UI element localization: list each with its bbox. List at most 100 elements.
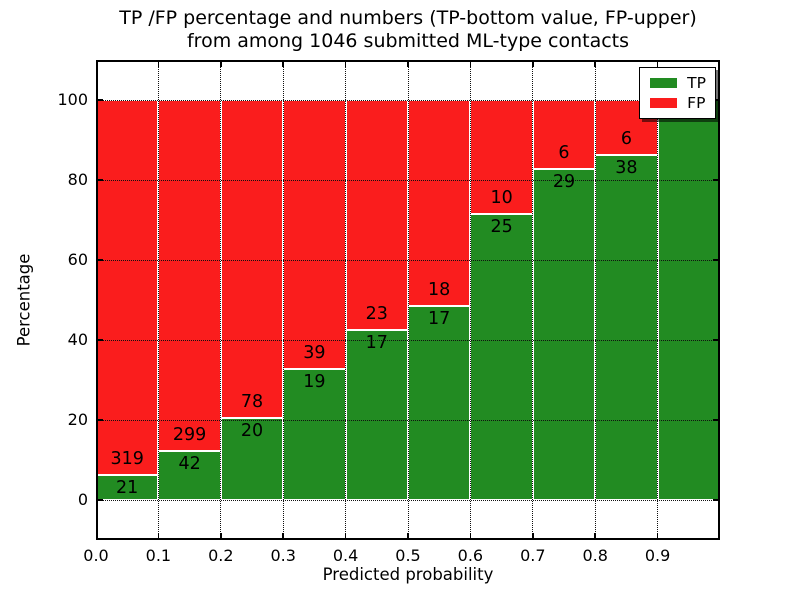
bar-label-fp: 23: [365, 304, 388, 324]
bar-segment-fp: [96, 100, 159, 476]
tick-mark: [220, 533, 222, 538]
bar-segment-fp: [532, 100, 596, 169]
y-tick-label: 80: [67, 170, 88, 189]
tick-mark: [469, 62, 472, 67]
tick-mark: [713, 339, 718, 341]
x-tick-label: 0.1: [145, 546, 172, 565]
tick-mark: [407, 62, 409, 67]
legend-item-fp: FP: [650, 93, 706, 113]
legend-item-tp: TP: [650, 73, 706, 93]
tick-mark: [407, 533, 409, 538]
tick-mark: [220, 62, 222, 67]
chart-title-line2: from among 1046 submitted ML-type contac…: [186, 30, 630, 52]
tick-mark: [282, 533, 284, 538]
bar-segment-tp: [283, 368, 346, 500]
bar-segment-tp: [657, 100, 720, 500]
gridline: [657, 60, 659, 540]
x-tick-label: 0.0: [83, 546, 109, 565]
tick-mark: [532, 533, 534, 538]
bar-label-tp: 21: [116, 478, 139, 499]
y-tick-label: 40: [67, 330, 88, 349]
x-tick-label: 0.5: [395, 546, 421, 565]
bar-segment-tp: [470, 214, 533, 500]
legend-label-fp: FP: [687, 94, 706, 112]
y-tick-label: 20: [67, 410, 88, 429]
tick-mark: [532, 62, 534, 67]
bar-label-tp: 19: [303, 371, 326, 392]
tick-mark: [656, 62, 659, 67]
y-tick-label: 60: [67, 250, 88, 269]
gridline: [594, 60, 596, 540]
tick-mark: [98, 499, 103, 501]
bar-segment-fp: [470, 100, 533, 215]
bar-label-tp: 25: [490, 217, 513, 238]
x-tick-label: 0.8: [582, 546, 608, 565]
x-tick-label: 0.9: [644, 546, 671, 565]
chart-title-line1: TP /FP percentage and numbers (TP-bottom…: [119, 7, 697, 29]
tick-mark: [98, 419, 103, 421]
fp-swatch-icon: [650, 98, 678, 108]
x-tick-label: 0.3: [270, 546, 296, 565]
bar-label-fp: 78: [240, 392, 264, 413]
bar-segment-fp: [158, 100, 221, 451]
x-tick-label: 0.2: [208, 546, 234, 565]
chart-title: TP /FP percentage and numbers (TP-bottom…: [96, 7, 720, 53]
tick-mark: [98, 339, 103, 341]
bar-label-fp: 39: [303, 342, 326, 363]
tick-mark: [282, 62, 284, 67]
tick-mark: [656, 533, 659, 538]
tick-mark: [594, 62, 596, 67]
x-tick-label: 0.7: [520, 546, 546, 565]
bar-label-tp: 17: [365, 333, 388, 353]
legend: TP FP: [639, 67, 716, 119]
bar-segment-tp: [158, 450, 221, 500]
tick-mark: [157, 62, 160, 67]
y-tick-label: 0: [77, 490, 88, 509]
tick-mark: [98, 99, 103, 101]
y-tick-label: 100: [57, 90, 88, 109]
gridline: [220, 60, 222, 540]
bar-segment-fp: [283, 100, 346, 369]
gridline: [157, 60, 159, 540]
tick-mark: [713, 179, 718, 181]
bar-label-fp: 10: [490, 188, 513, 209]
gridline: [407, 60, 409, 540]
bar-label-fp: 18: [428, 279, 451, 300]
bar-label-tp: 20: [240, 421, 264, 442]
bar-label-tp: 17: [428, 308, 451, 329]
tp-swatch-icon: [650, 78, 678, 88]
tick-mark: [594, 533, 596, 538]
bar-segment-tp: [408, 305, 471, 500]
bar-segment-fp: [345, 100, 408, 330]
tick-mark: [469, 533, 472, 538]
bar-segment-fp: [408, 100, 471, 306]
x-tick-label: 0.4: [332, 546, 359, 565]
tick-mark: [713, 259, 718, 261]
gridline: [532, 60, 534, 540]
bar-label-tp: 42: [178, 453, 201, 474]
plot-area: TP FP 21 319 42 299 20 78 19 39 17 23 17 18 25 10 29 6 3…: [96, 60, 720, 540]
gridline: [469, 60, 471, 540]
bar-segment-fp: [220, 100, 284, 419]
x-axis-label: Predicted probability: [322, 565, 494, 584]
bar-label-tp: 29: [552, 171, 576, 192]
tick-mark: [157, 533, 160, 538]
bar-label-fp: 6: [558, 142, 570, 163]
bar-label-fp: 319: [110, 449, 144, 470]
tick-mark: [713, 499, 718, 501]
bar-segment-tp: [345, 330, 408, 500]
bar-label-fp: 299: [172, 424, 207, 445]
bar-segment-tp: [532, 168, 596, 500]
gridline: [345, 60, 347, 540]
tick-mark: [98, 259, 103, 261]
x-tick-label: 0.6: [457, 546, 484, 565]
tick-mark: [344, 62, 347, 67]
bar-segment-tp: [595, 154, 658, 500]
bar-segment-tp: [220, 418, 284, 500]
bar-segment-tp: [96, 475, 159, 500]
tick-mark: [713, 419, 718, 421]
gridline: [282, 60, 284, 540]
tick-mark: [98, 179, 103, 181]
bar-label-tp: 38: [615, 157, 638, 178]
